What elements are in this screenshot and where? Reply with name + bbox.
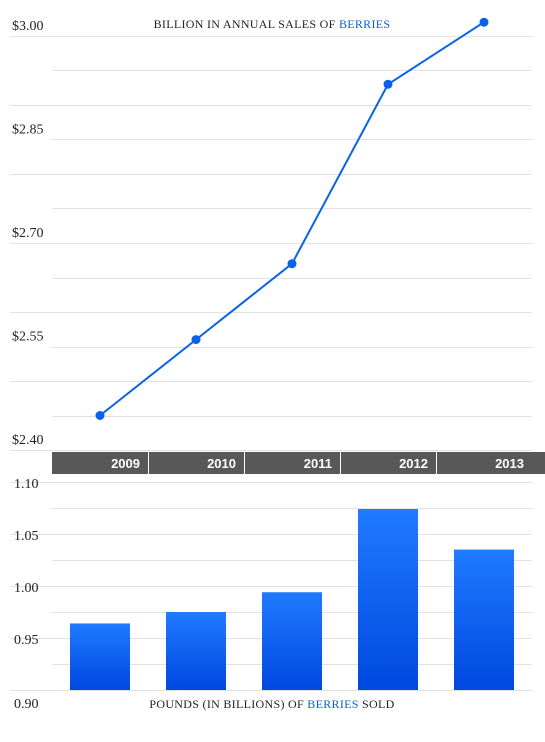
line-chart-title-highlight: BERRIES: [339, 17, 390, 31]
line-series: [95, 17, 489, 420]
bar-chart-title-prefix: POUNDS (IN BILLIONS) OF: [149, 697, 307, 711]
bar-chart-title: POUNDS (IN BILLIONS) OF BERRIES SOLD: [149, 697, 394, 711]
bar-chart-y-tick-label: 0.95: [14, 633, 39, 648]
line-chart-y-ticks: $3.00 $2.85 $2.70 $2.55 $2.40: [12, 19, 44, 448]
line-chart-y-tick-label: $2.70: [12, 226, 44, 241]
bar-chart-y-tick-label: 1.10: [14, 477, 39, 492]
line-chart-y-tick-label: $3.00: [12, 19, 44, 34]
bar-chart-y-ticks: 1.10 1.05 1.00 0.95 0.90: [14, 477, 39, 712]
line-chart-y-tick-label: $2.55: [12, 330, 44, 345]
year-axis-band: 2009 2010 2011 2012 2013: [52, 452, 545, 474]
line-chart-gridlines: [10, 36, 532, 451]
year-label: 2009: [111, 456, 140, 471]
year-label: 2010: [207, 456, 236, 471]
sales-point: [287, 259, 297, 269]
sales-line: [99, 21, 485, 417]
sales-point: [95, 411, 105, 420]
line-chart-title: BILLION IN ANNUAL SALES OF BERRIES: [154, 17, 391, 31]
bar-series: [70, 509, 514, 690]
year-label: 2013: [495, 456, 524, 471]
year-label: 2011: [304, 456, 332, 471]
line-chart-y-tick-label: $2.85: [12, 123, 44, 138]
pounds-bar: [166, 612, 226, 690]
bar-chart-y-tick-label: 1.05: [14, 529, 39, 544]
pounds-bar: [262, 592, 322, 690]
bar-chart-title-highlight: BERRIES: [307, 697, 358, 711]
pounds-bar: [454, 549, 514, 690]
line-chart-title-prefix: BILLION IN ANNUAL SALES OF: [154, 17, 339, 31]
sales-point: [191, 335, 201, 345]
bar-chart-y-tick-label: 1.00: [14, 581, 39, 596]
bar-chart-title-suffix: SOLD: [359, 697, 395, 711]
bar-chart-y-tick-label: 0.90: [14, 697, 39, 712]
year-label: 2012: [399, 456, 428, 471]
sales-point: [479, 17, 489, 27]
line-chart-y-tick-label: $2.40: [12, 433, 44, 448]
pounds-bar: [358, 509, 418, 690]
year-band-background: [52, 452, 545, 474]
sales-point: [383, 79, 393, 89]
pounds-bar: [70, 623, 130, 690]
